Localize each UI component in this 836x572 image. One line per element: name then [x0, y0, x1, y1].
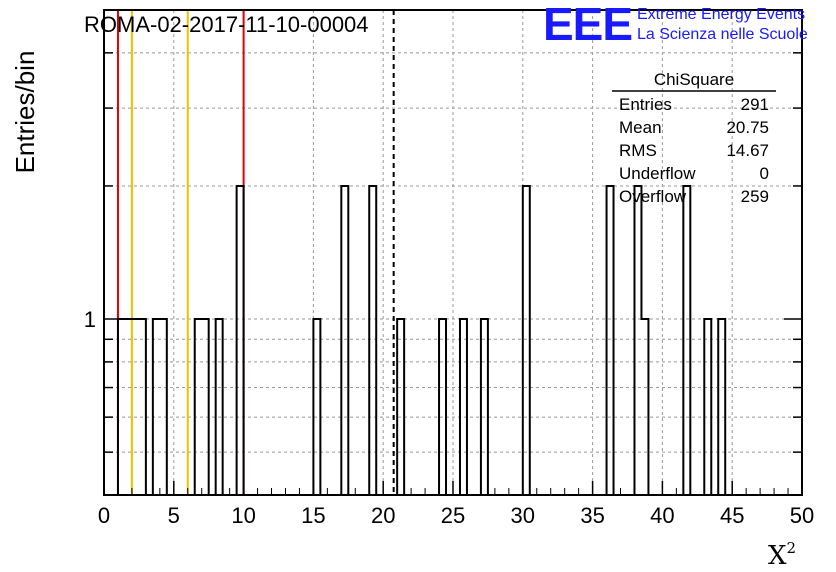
stats-value: 20.75 [726, 118, 769, 137]
x-tick-label: 35 [580, 503, 604, 528]
histogram-bin [160, 319, 167, 495]
histogram-bin [439, 319, 446, 495]
stats-rows: Entries 291 Mean 20.75 RMS 14.67 Underflow 0 Ove… [619, 95, 769, 206]
x-tick-label: 30 [511, 503, 535, 528]
x-tick-label: 20 [371, 503, 395, 528]
histogram-bin [397, 319, 404, 495]
eee-logo: EEE Extreme Energy Events La Scienza nel… [543, 0, 808, 50]
logo-line-1: Extreme Energy Events [637, 6, 805, 23]
histogram-bin [125, 319, 132, 495]
histogram-bin [216, 319, 223, 495]
histogram-bin [118, 319, 125, 495]
x-tick-label: 25 [441, 503, 465, 528]
x-tick-label: 45 [720, 503, 744, 528]
histogram-bin [153, 319, 160, 495]
x-tick-label: 5 [168, 503, 180, 528]
stats-value: 291 [741, 95, 769, 114]
x-axis-title-base: X [768, 541, 787, 571]
stats-label: Mean [619, 118, 662, 137]
histogram-bin [237, 186, 244, 495]
histogram-bin [139, 319, 146, 495]
histogram-outline [104, 184, 802, 496]
stats-value: 14.67 [726, 141, 769, 160]
x-tick-label: 50 [790, 503, 814, 528]
histogram-bin [481, 319, 488, 495]
histogram-bin [718, 319, 725, 495]
histogram-bin [523, 186, 530, 495]
stats-value: 259 [741, 187, 769, 206]
x-tick-label: 0 [98, 503, 110, 528]
histogram-bin [313, 319, 320, 495]
stats-value: 0 [760, 164, 769, 183]
marker-lines [116, 10, 395, 495]
stats-title: ChiSquare [654, 70, 734, 89]
x-tick-label: 10 [231, 503, 255, 528]
y-axis-title: Entries/bin [10, 51, 40, 174]
histogram-bin [132, 319, 139, 495]
histogram-series [104, 184, 802, 496]
histogram-bin [607, 186, 614, 495]
stats-label: RMS [619, 141, 657, 160]
x-tick-label: 40 [650, 503, 674, 528]
logo-line-2: La Scienza nelle Scuole [637, 26, 808, 43]
y-tick-label: 1 [84, 307, 96, 332]
x-tick-label: 15 [301, 503, 325, 528]
stats-box: ChiSquare Entries 291 Mean 20.75 RMS 14.67 Und… [612, 70, 776, 206]
histogram-bin [341, 186, 348, 495]
stats-label: Entries [619, 95, 672, 114]
histogram-bin [704, 319, 711, 495]
stats-label: Overflow [619, 187, 687, 206]
logo-mark: EEE [543, 0, 632, 50]
histogram-bin [634, 186, 641, 495]
histogram-bin [683, 186, 690, 495]
axis-ticks: 0 5 10 15 20 25 30 35 40 45 50 1 [84, 52, 814, 528]
stats-label: Underflow [619, 164, 696, 183]
chart-title: ROMA-02-2017-11-10-00004 [84, 12, 369, 37]
histogram-bin [460, 319, 467, 495]
histogram-bin [369, 186, 376, 495]
x-axis-title-superscript: 2 [787, 539, 797, 557]
histogram-bin [195, 319, 202, 495]
histogram-bin [641, 319, 648, 495]
x-axis-title: X2 [768, 539, 796, 571]
histogram-bin [202, 319, 209, 495]
